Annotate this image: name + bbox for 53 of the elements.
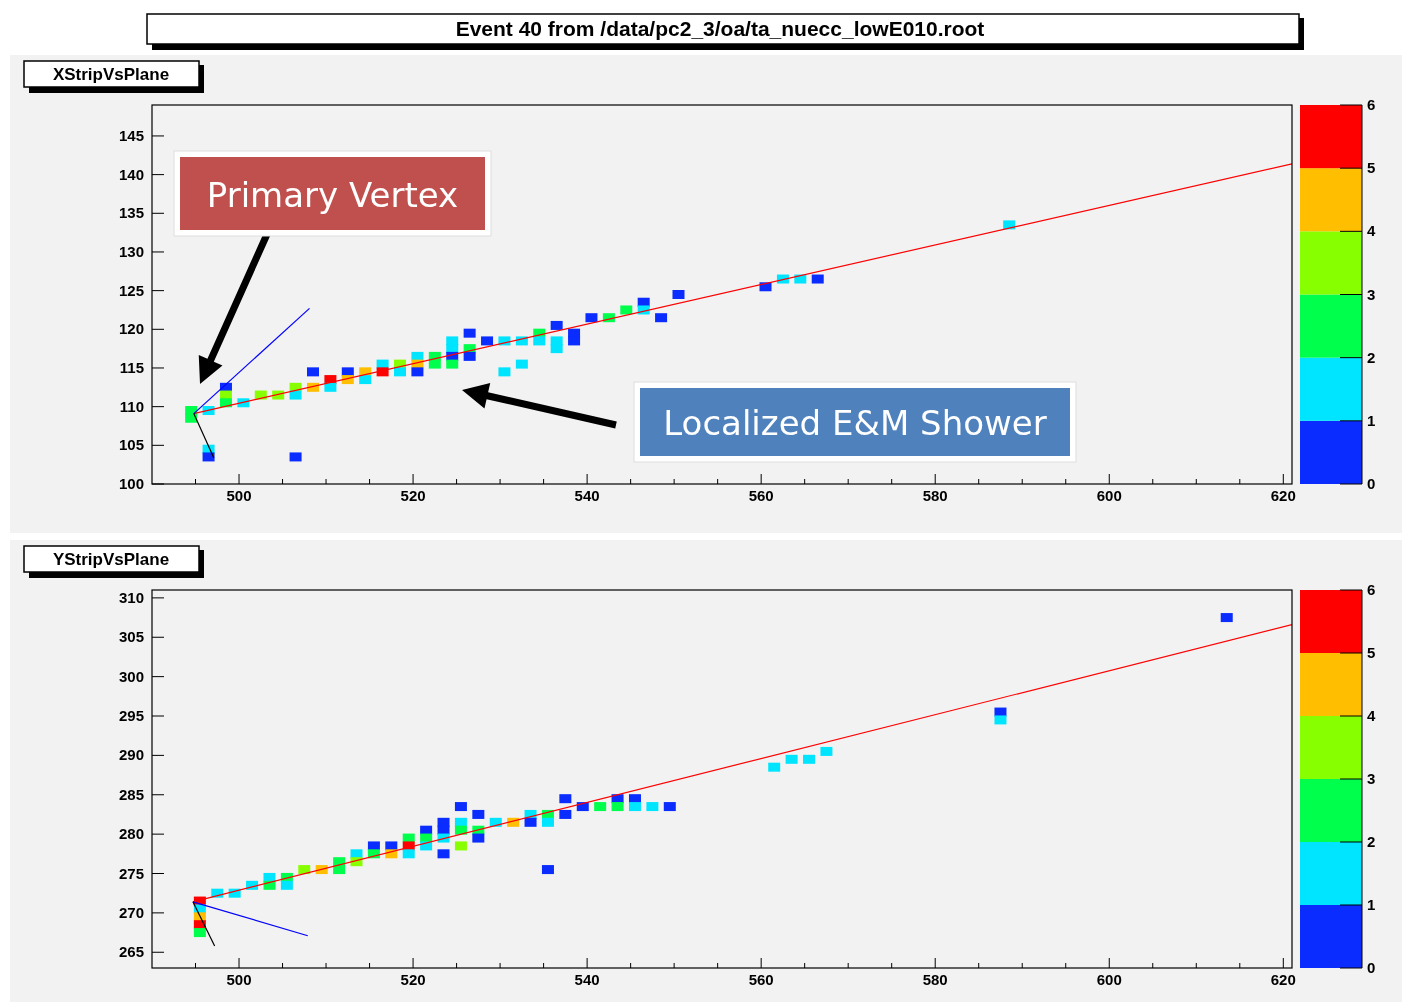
color-bar-label: 0 xyxy=(1367,475,1376,492)
y-tick-label: 115 xyxy=(119,358,144,376)
y-tick-label: 130 xyxy=(118,242,144,260)
y-tick-label: 145 xyxy=(118,126,144,144)
color-bar-label: 3 xyxy=(1367,770,1376,787)
x-tick-label: 580 xyxy=(922,971,948,988)
color-bar-label: 2 xyxy=(1367,833,1376,850)
x-tick-label: 620 xyxy=(1270,487,1296,504)
y-tick-label: 100 xyxy=(118,475,144,492)
x-tick-label: 580 xyxy=(922,487,948,504)
color-bar-label: 6 xyxy=(1367,96,1376,113)
x-tick-label: 560 xyxy=(748,971,774,988)
y-tick-label: 110 xyxy=(119,397,144,415)
chart-title: YStripVsPlane xyxy=(52,550,170,569)
y-tick-label: 285 xyxy=(118,785,144,803)
y-tick-label: 310 xyxy=(118,588,144,606)
color-bar-label: 1 xyxy=(1367,896,1376,913)
color-bar-label: 0 xyxy=(1367,959,1376,976)
y-tick-label: 140 xyxy=(118,165,144,183)
color-bar-label: 6 xyxy=(1367,581,1376,598)
annotation: Localized E&M Shower xyxy=(663,403,1047,443)
y-tick-label: 270 xyxy=(118,903,144,921)
x-tick-label: 600 xyxy=(1096,487,1122,504)
x-tick-label: 520 xyxy=(400,487,426,504)
x-tick-label: 600 xyxy=(1096,971,1122,988)
chart-subtitle: Event 40 from /data/pc2_3/oa/ta_nuecc_lowE010.root xyxy=(455,17,985,40)
x-tick-label: 540 xyxy=(574,971,600,988)
color-bar-label: 3 xyxy=(1367,285,1376,303)
y-tick-label: 275 xyxy=(118,864,144,882)
y-tick-label: 265 xyxy=(118,943,144,961)
y-tick-label: 280 xyxy=(118,825,144,843)
y-tick-label: 305 xyxy=(118,628,144,646)
color-bar-label: 5 xyxy=(1367,644,1376,661)
x-tick-label: 520 xyxy=(400,971,426,988)
color-bar-label: 4 xyxy=(1367,222,1376,240)
color-bar-label: 1 xyxy=(1367,411,1376,429)
x-tick-label: 540 xyxy=(574,487,600,504)
color-bar-label: 4 xyxy=(1367,707,1376,724)
y-tick-label: 105 xyxy=(118,436,144,454)
x-tick-label: 620 xyxy=(1270,971,1296,988)
x-tick-label: 500 xyxy=(226,487,252,504)
y-tick-label: 120 xyxy=(118,320,144,338)
chart-title: XStripVsPlane xyxy=(52,65,170,84)
y-tick-label: 300 xyxy=(118,667,144,685)
y-tick-label: 125 xyxy=(118,281,144,299)
y-tick-label: 135 xyxy=(118,204,144,222)
y-tick-label: 290 xyxy=(118,746,144,764)
annotation: Primary Vertex xyxy=(206,174,459,215)
color-bar-label: 5 xyxy=(1367,159,1376,177)
color-bar-label: 2 xyxy=(1367,348,1376,366)
y-tick-label: 295 xyxy=(118,707,144,724)
x-tick-label: 560 xyxy=(748,487,774,504)
x-tick-label: 500 xyxy=(226,971,252,988)
